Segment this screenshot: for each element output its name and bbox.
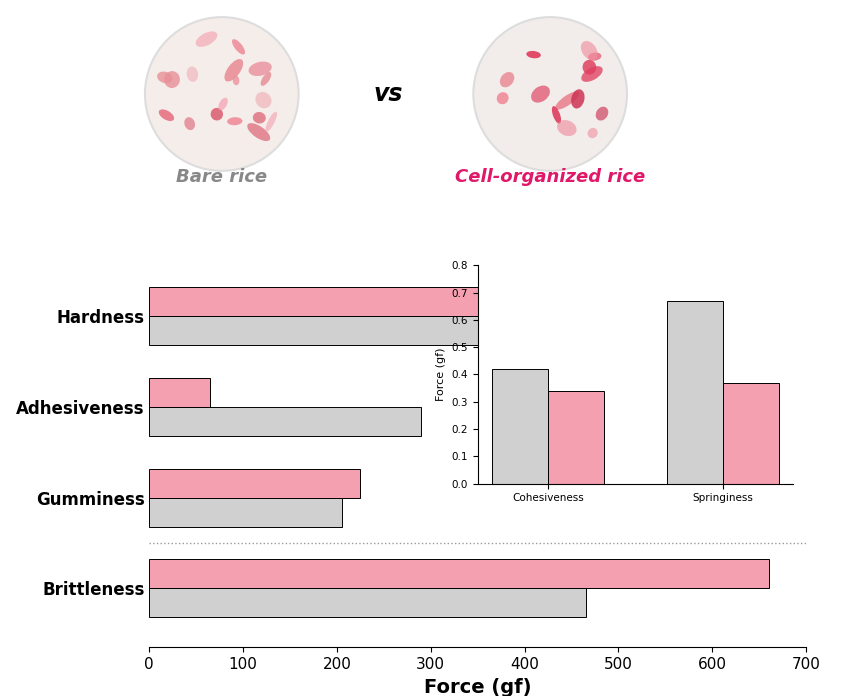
Ellipse shape [187, 66, 198, 82]
Ellipse shape [587, 52, 601, 61]
Ellipse shape [184, 117, 195, 130]
Circle shape [473, 17, 626, 171]
Ellipse shape [499, 72, 514, 87]
Ellipse shape [496, 92, 508, 104]
Ellipse shape [233, 75, 239, 85]
Ellipse shape [157, 72, 172, 84]
Ellipse shape [164, 71, 180, 88]
Bar [149, 317, 590, 345]
Ellipse shape [531, 86, 550, 102]
Ellipse shape [587, 128, 597, 139]
Ellipse shape [248, 61, 272, 76]
Ellipse shape [255, 92, 271, 109]
Ellipse shape [224, 59, 243, 81]
Ellipse shape [218, 97, 227, 111]
Ellipse shape [526, 51, 540, 58]
Circle shape [145, 17, 298, 171]
Ellipse shape [265, 112, 277, 132]
Ellipse shape [555, 91, 579, 109]
X-axis label: Force (gf): Force (gf) [423, 678, 531, 696]
Ellipse shape [580, 66, 602, 82]
Text: vs: vs [373, 82, 402, 106]
Ellipse shape [247, 123, 270, 141]
Ellipse shape [232, 39, 245, 54]
Ellipse shape [582, 60, 596, 74]
Text: Bare rice: Bare rice [176, 168, 267, 187]
Bar [149, 560, 768, 588]
Ellipse shape [227, 117, 242, 125]
Text: Cell-organized rice: Cell-organized rice [454, 168, 645, 187]
Bar [149, 407, 421, 436]
Ellipse shape [158, 109, 174, 121]
Bar [149, 588, 584, 617]
Ellipse shape [595, 106, 607, 120]
Ellipse shape [261, 72, 271, 86]
Bar [149, 498, 341, 527]
Ellipse shape [252, 112, 266, 123]
Bar [149, 468, 360, 498]
Ellipse shape [210, 108, 222, 120]
Ellipse shape [195, 31, 217, 47]
Ellipse shape [551, 106, 561, 124]
Ellipse shape [580, 41, 597, 60]
Ellipse shape [556, 120, 576, 136]
Ellipse shape [571, 89, 584, 109]
Bar [149, 378, 210, 407]
Bar [149, 287, 758, 317]
